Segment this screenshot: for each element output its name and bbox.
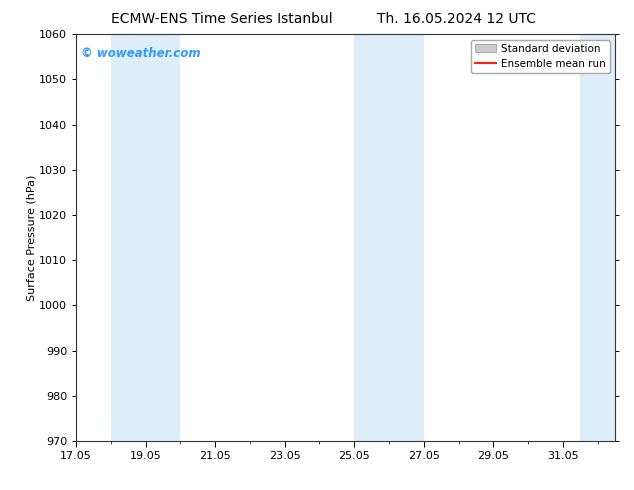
Legend: Standard deviation, Ensemble mean run: Standard deviation, Ensemble mean run xyxy=(470,40,610,73)
Bar xyxy=(354,34,424,441)
Y-axis label: Surface Pressure (hPa): Surface Pressure (hPa) xyxy=(26,174,36,301)
Text: ECMW-ENS Time Series Istanbul: ECMW-ENS Time Series Istanbul xyxy=(111,12,333,26)
Text: Th. 16.05.2024 12 UTC: Th. 16.05.2024 12 UTC xyxy=(377,12,536,26)
Bar xyxy=(111,34,181,441)
Bar xyxy=(580,34,615,441)
Text: © woweather.com: © woweather.com xyxy=(81,47,201,59)
